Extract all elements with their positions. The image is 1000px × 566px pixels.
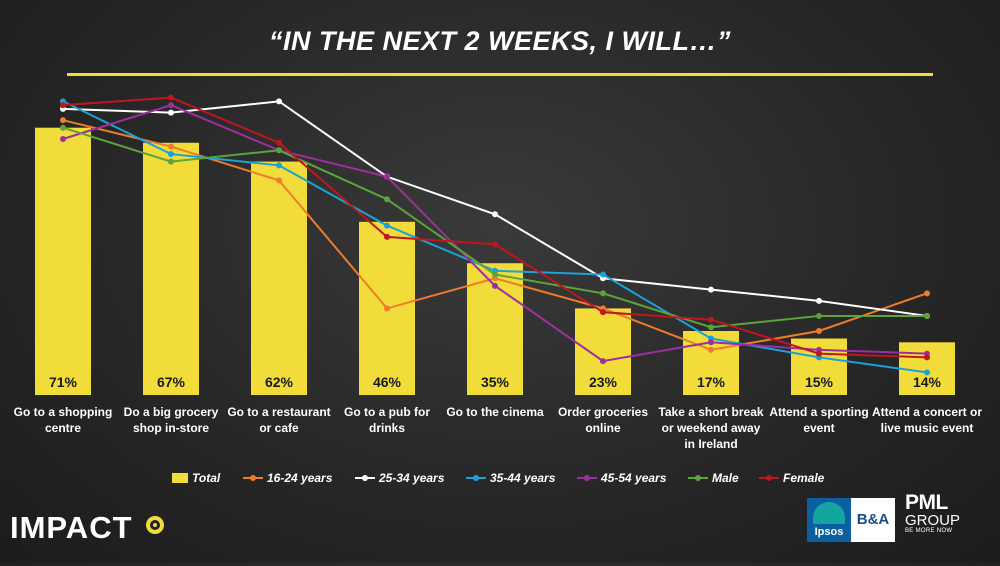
category-label: event [803,421,834,435]
legend-swatch-marker [362,475,368,481]
line-point [600,290,606,297]
line-point [924,354,930,361]
legend-label: 45-54 years [600,471,667,485]
bar-value-label: 17% [697,374,726,390]
legend-swatch-marker [695,475,701,481]
bar-total [143,142,199,395]
line-point [708,339,714,346]
line-point [60,124,66,131]
bar-value-label: 23% [589,374,618,390]
category-label: live music event [881,421,974,435]
category-label: Attend a sporting [769,405,868,419]
title-underline [67,73,933,76]
line-point [384,222,390,229]
impact-logo-icon [146,516,164,534]
line-point [276,162,282,169]
line-point [708,324,714,331]
category-label: or weekend away [662,421,761,435]
legend-label: Total [192,471,221,485]
line-point [168,151,174,158]
bar-value-label: 67% [157,374,186,390]
category-label: or cafe [259,421,299,435]
category-label: Go to a restaurant [227,405,330,419]
line-point [168,102,174,109]
line-point [60,117,66,124]
line-point [60,136,66,142]
bar-value-label: 14% [913,374,942,390]
category-label: in Ireland [684,437,737,451]
category-label: Go to a pub for [344,405,430,419]
bar-value-label: 35% [481,374,510,390]
line-point [492,282,498,289]
pml-group-logo: PML GROUP BE MORE NOW [905,491,975,534]
line-point [60,102,66,109]
line-point [816,297,822,304]
legend-label: 16-24 years [267,471,333,485]
category-label: Do a big grocery [124,405,219,419]
legend-label: 35-44 years [490,471,556,485]
line-point [276,147,282,154]
line-point [168,158,174,165]
bar-total [575,308,631,395]
category-label: Go to a shopping [14,405,113,419]
line-point [816,350,822,357]
line-point [600,271,606,278]
legend-label: Female [783,471,825,485]
bar-value-label: 71% [49,374,78,390]
line-point [384,233,390,240]
category-label: Order groceries [558,405,648,419]
category-label: Take a short break [658,405,763,419]
line-point [708,346,714,353]
line-point [384,196,390,203]
bar-total [251,161,307,395]
ba-logo: B&A [851,498,895,542]
category-label: Go to the cinema [446,405,544,419]
legend-swatch-bar [172,473,188,483]
line-point [816,312,822,319]
ipsos-logo: Ipsos [807,498,851,542]
category-label: online [585,421,621,435]
line-point [924,369,930,376]
line-point [600,358,606,365]
legend-label: 25-34 years [378,471,445,485]
line-point [168,109,174,116]
legend-swatch-marker [584,475,590,481]
category-label: shop in-store [133,421,209,435]
line-point [708,286,714,293]
line-point [708,316,714,323]
bar-value-label: 15% [805,374,834,390]
line-point [276,139,282,146]
pml-logo-text: PML [905,491,948,514]
group-logo-text: GROUP [905,512,961,529]
legend-label: Male [712,471,739,485]
line-point [600,309,606,316]
line-point [168,94,174,101]
line-point [276,98,282,105]
pml-tagline: BE MORE NOW [905,528,953,534]
line-point [924,312,930,319]
legend-swatch-marker [766,475,772,481]
line-point [816,328,822,334]
category-label: centre [45,421,81,435]
line-point [384,305,390,312]
line-point [168,143,174,150]
category-label: drinks [369,421,405,435]
impact-logo: IMPACT [10,510,133,545]
line-point [384,173,390,180]
bar-value-label: 46% [373,374,402,390]
bar-total [35,127,91,396]
legend-swatch-marker [250,475,256,481]
line-point [492,271,498,278]
line-point [492,241,498,248]
line-point [492,211,498,218]
chart-title: “IN THE NEXT 2 WEEKS, I WILL…” [268,26,732,56]
category-label: Attend a concert or [872,405,982,419]
legend-swatch-marker [473,475,479,481]
bar-value-label: 62% [265,374,294,390]
line-point [276,177,282,184]
line-point [924,290,930,297]
